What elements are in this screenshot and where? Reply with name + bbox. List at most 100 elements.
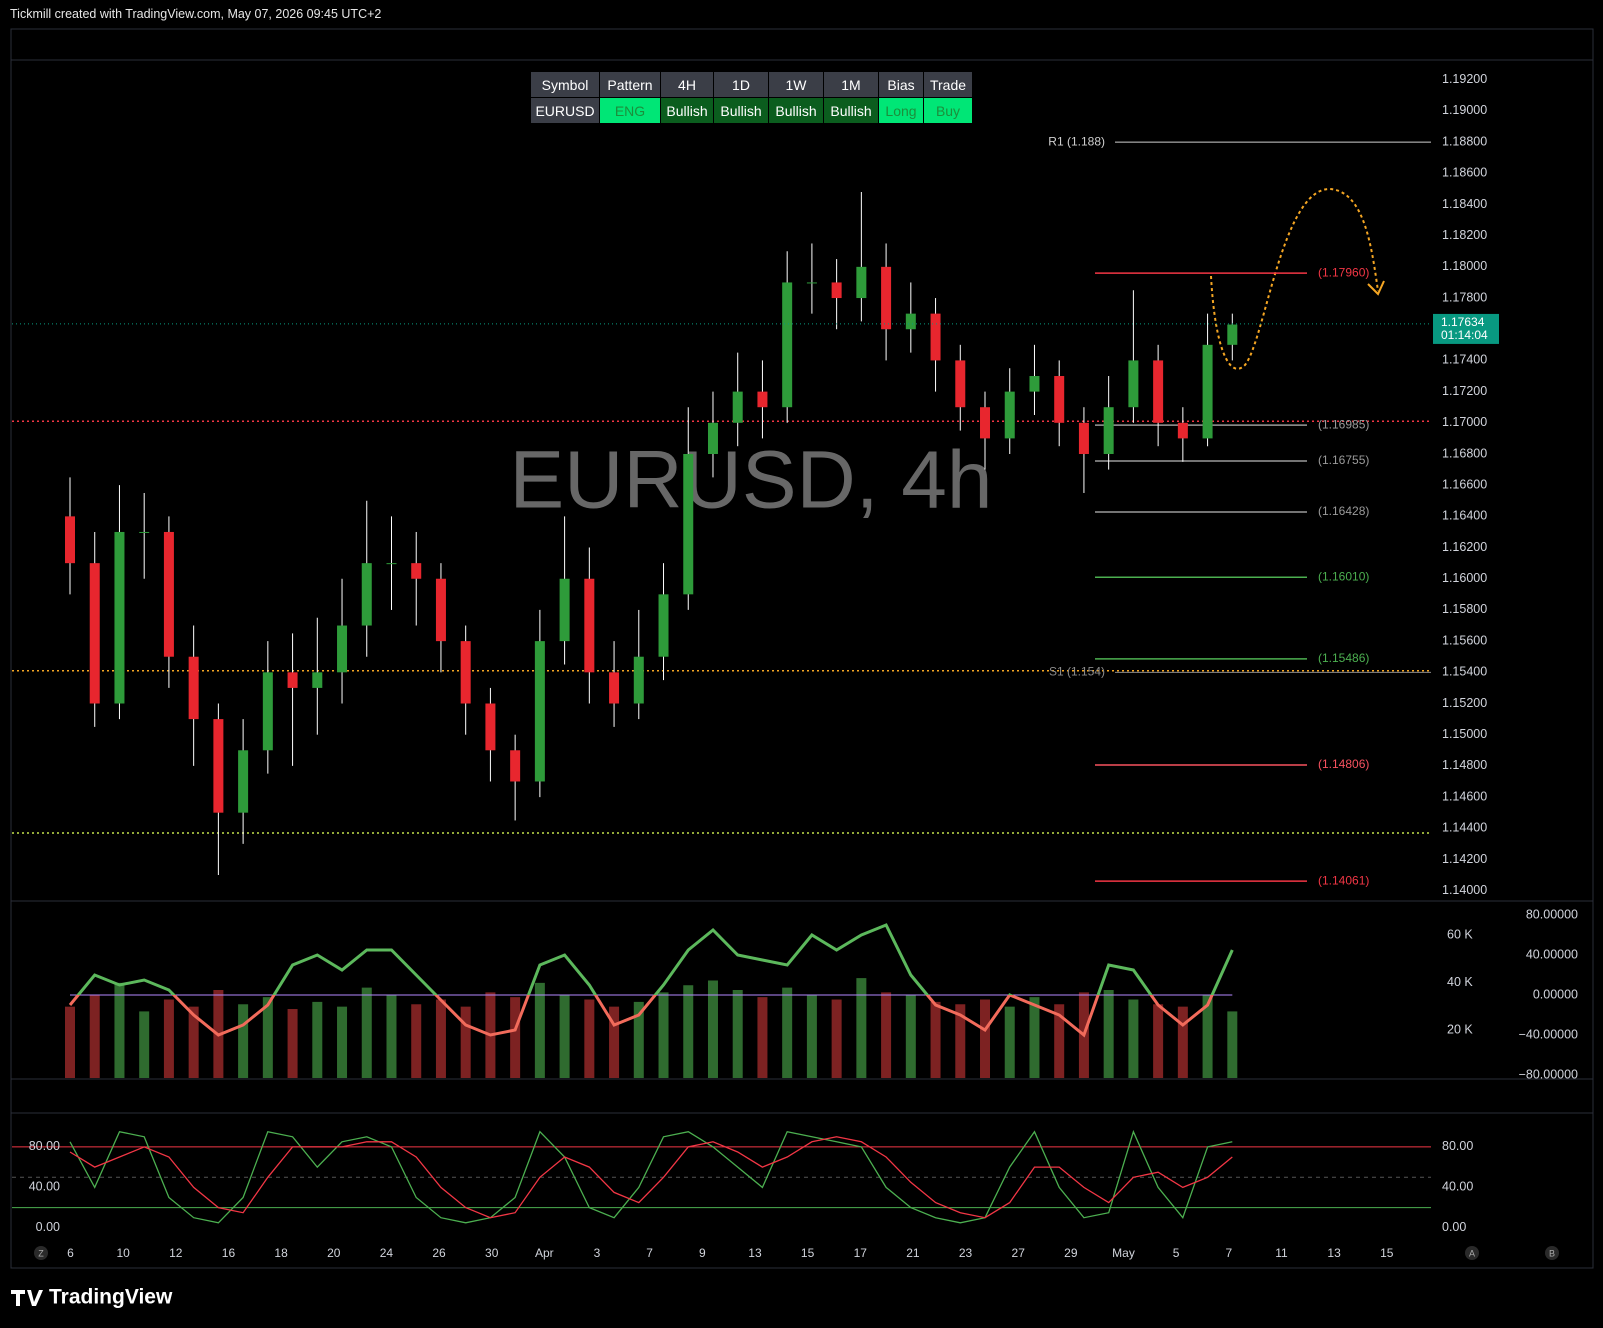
volume-bar xyxy=(188,1006,199,1078)
candle-body xyxy=(411,563,422,579)
candle-body xyxy=(1227,324,1238,345)
y-tick-label: 1.16800 xyxy=(1442,446,1487,460)
logo-icon xyxy=(11,1290,43,1306)
volume-bar xyxy=(1029,997,1040,1078)
y-tick-label: 1.14000 xyxy=(1442,883,1487,897)
volume-bar xyxy=(559,994,570,1078)
projection-path xyxy=(1210,187,1379,370)
osc-tick-label: −80.00000 xyxy=(1519,1067,1578,1081)
stoch-tick-label-left: 0.00 xyxy=(36,1220,60,1234)
y-tick-label: 1.15400 xyxy=(1442,665,1487,679)
y-tick-label: 1.17000 xyxy=(1442,415,1487,429)
candle-body xyxy=(163,531,174,657)
x-tick-label: May xyxy=(1112,1246,1135,1260)
y-tick-label: 1.16000 xyxy=(1442,571,1487,585)
candle-body xyxy=(238,750,249,813)
volume-bar xyxy=(1103,990,1114,1078)
volume-bar xyxy=(609,1006,620,1078)
table-cell: EURUSD xyxy=(531,98,599,123)
button[interactable] xyxy=(34,1246,48,1260)
button[interactable] xyxy=(1545,1246,1559,1260)
x-tick-label: 7 xyxy=(1225,1246,1232,1260)
table-header: 1W xyxy=(769,72,823,97)
last-price-label: 1.17634 xyxy=(1441,315,1485,329)
level-label: (1.14061) xyxy=(1318,873,1369,887)
candle-body xyxy=(881,266,892,330)
volume-bar xyxy=(1004,1006,1015,1078)
y-tick-label: 1.16600 xyxy=(1442,477,1487,491)
volume-bar xyxy=(881,992,892,1078)
candle-body xyxy=(1004,391,1015,439)
candle-body xyxy=(65,516,75,564)
table-header: Bias xyxy=(879,72,923,97)
table-header: 1D xyxy=(714,72,768,97)
volume-bar xyxy=(163,999,174,1078)
volume-bar xyxy=(1177,1006,1188,1078)
pivot-label: S1 (1.154) xyxy=(1049,664,1105,678)
candle-body xyxy=(905,313,916,330)
volume-tick-label: 60 K xyxy=(1447,928,1473,942)
y-tick-label: 1.15600 xyxy=(1442,633,1487,647)
table-cell: Bullish xyxy=(769,98,823,123)
pivot-label: R1 (1.188) xyxy=(1048,134,1105,148)
candle-body xyxy=(609,672,620,704)
volume-bar xyxy=(435,999,446,1078)
candle-body xyxy=(89,563,100,704)
candle-body xyxy=(188,656,199,720)
volume-tick-label: 20 K xyxy=(1447,1023,1473,1037)
candle-body xyxy=(1202,344,1213,439)
button-label[interactable]: Z xyxy=(38,1248,44,1258)
volume-bar xyxy=(831,999,842,1078)
x-tick-label: 9 xyxy=(699,1246,706,1260)
x-tick-label: 23 xyxy=(959,1246,973,1260)
candle-body xyxy=(312,672,323,688)
y-tick-label: 1.18000 xyxy=(1442,259,1487,273)
volume-bar xyxy=(955,1004,966,1078)
x-tick-label: 5 xyxy=(1173,1246,1180,1260)
volume-bar xyxy=(287,1009,298,1078)
volume-bar xyxy=(757,997,768,1078)
volume-bar xyxy=(1128,999,1139,1078)
volume-bar xyxy=(633,1001,644,1078)
osc-tick-label: 80.00000 xyxy=(1526,907,1578,921)
stoch-tick-label-left: 80.00 xyxy=(29,1139,60,1153)
y-tick-label: 1.14800 xyxy=(1442,758,1487,772)
volume-bar xyxy=(1153,1004,1164,1078)
volume-bar xyxy=(930,1001,941,1078)
logo: TradingView xyxy=(49,1286,173,1309)
candle-body xyxy=(510,750,521,782)
volume-bar xyxy=(89,994,100,1078)
level-label: (1.16755) xyxy=(1318,453,1369,467)
volume-bar xyxy=(658,992,669,1078)
y-tick-label: 1.16400 xyxy=(1442,509,1487,523)
volume-bar xyxy=(510,997,521,1078)
x-tick-label: 15 xyxy=(801,1246,815,1260)
volume-bar xyxy=(584,999,595,1078)
y-tick-label: 1.14600 xyxy=(1442,789,1487,803)
y-tick-label: 1.18200 xyxy=(1442,228,1487,242)
candle-body xyxy=(955,360,966,408)
button[interactable] xyxy=(1465,1246,1479,1260)
osc-tick-label: 40.00000 xyxy=(1526,947,1578,961)
level-label: (1.16985) xyxy=(1318,417,1369,431)
table-header: Symbol xyxy=(531,72,599,97)
candle-body xyxy=(1103,407,1114,454)
x-tick-label: 15 xyxy=(1380,1246,1394,1260)
volume-bar xyxy=(732,990,743,1078)
x-tick-label: 6 xyxy=(67,1246,74,1260)
y-tick-label: 1.15000 xyxy=(1442,727,1487,741)
table-header: 4H xyxy=(661,72,713,97)
candle-body xyxy=(114,531,125,704)
volume-bar xyxy=(114,982,125,1078)
candle-body xyxy=(658,594,669,657)
stoch-tick-label-right: 80.00 xyxy=(1442,1139,1473,1153)
y-tick-label: 1.18400 xyxy=(1442,197,1487,211)
button-label[interactable]: A xyxy=(1469,1248,1475,1258)
candle-body xyxy=(633,656,644,704)
candle-body xyxy=(337,625,348,673)
button-label[interactable]: B xyxy=(1549,1248,1555,1258)
candle-body xyxy=(559,578,570,642)
y-tick-label: 1.15200 xyxy=(1442,696,1487,710)
y-tick-label: 1.15800 xyxy=(1442,602,1487,616)
